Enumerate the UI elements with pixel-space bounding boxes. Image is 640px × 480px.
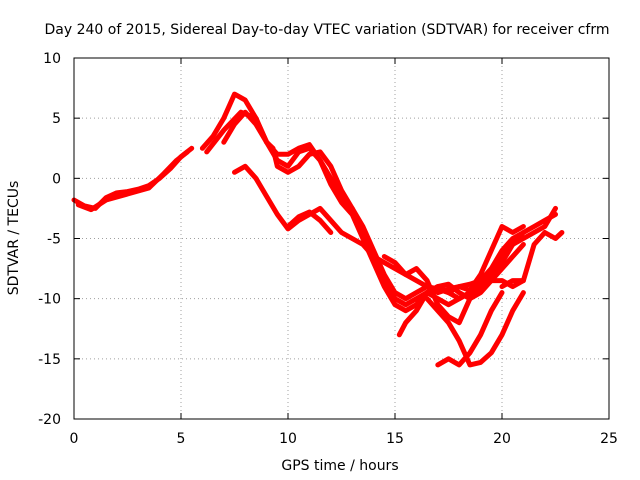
y-tick-label: 0: [52, 171, 61, 187]
series-layer: [71, 91, 565, 368]
series-line-trace-12: [499, 230, 565, 290]
series-line-trace-11: [435, 290, 505, 368]
series-line-trace-2: [75, 149, 190, 213]
y-tick-label: -5: [47, 232, 61, 248]
grid-layer: [74, 58, 609, 419]
x-tick-label: 15: [386, 431, 404, 447]
x-tick-label: 0: [70, 431, 79, 447]
y-tick-label: -15: [38, 352, 61, 368]
series-line-trace-8: [381, 254, 526, 326]
x-axis-label: GPS time / hours: [281, 458, 398, 474]
y-tick-label: 10: [43, 51, 61, 67]
series-line-trace-7: [285, 209, 334, 235]
series-line-trace-9: [396, 242, 526, 338]
x-tick-label: 25: [600, 431, 618, 447]
series-line-trace-10: [424, 290, 526, 368]
y-axis-label: SDTVAR / TECUs: [6, 181, 22, 296]
y-tick-label: -10: [38, 292, 61, 308]
y-tick-label: 5: [52, 111, 61, 127]
chart-title: Day 240 of 2015, Sidereal Day-to-day VTE…: [45, 22, 610, 38]
series-line-trace-5: [221, 109, 526, 314]
tick-layer: 0 5 10 15 20 25 -20 -15 -10 -5 0 5 10: [38, 51, 618, 447]
y-tick-label: -20: [38, 412, 61, 428]
x-tick-label: 20: [493, 431, 511, 447]
x-tick-label: 10: [279, 431, 297, 447]
x-tick-label: 5: [177, 431, 186, 447]
